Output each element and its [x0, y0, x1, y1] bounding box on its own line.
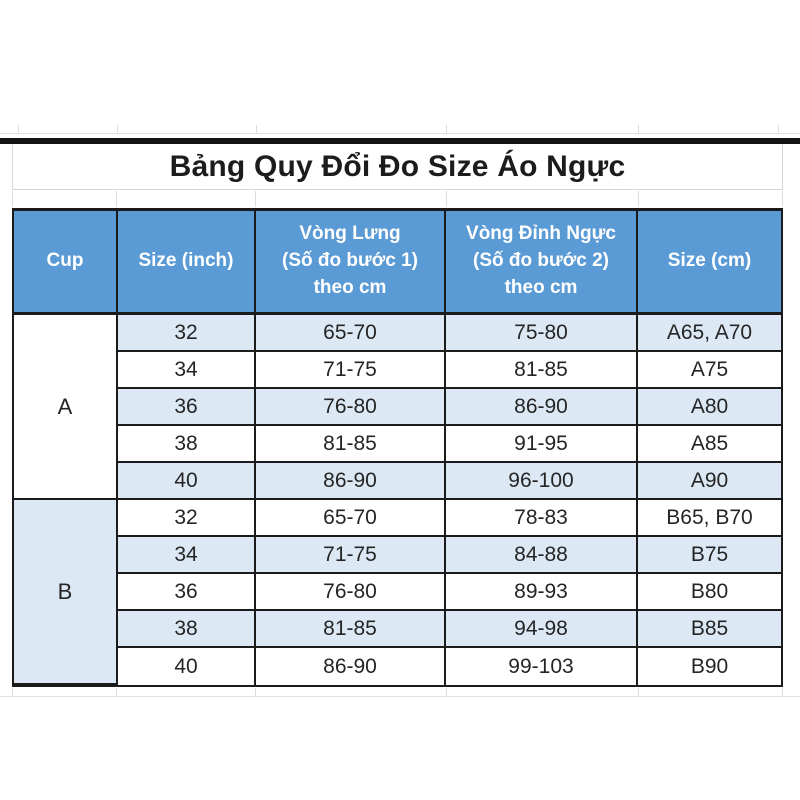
top-divider-bar [0, 138, 800, 144]
cell-size-inch: 40 [118, 463, 256, 500]
cell-size-cm: A75 [638, 352, 781, 389]
header-size-inch-label: Size (inch) [138, 250, 234, 272]
header-bust-line1: Vòng Đỉnh Ngực [466, 223, 616, 245]
cell-bust-cm: 96-100 [446, 463, 638, 500]
cell-size-inch: 32 [118, 500, 256, 537]
size-conversion-table: Cup Size (inch) Vòng Lưng (Số đo bước 1)… [12, 208, 783, 687]
cell-bust-cm: 91-95 [446, 426, 638, 463]
cell-bust-cm: 78-83 [446, 500, 638, 537]
cup-a-cell: A [14, 315, 118, 500]
cell-band-cm: 86-90 [256, 463, 446, 500]
header-band-line2: (Số đo bước 1) [282, 250, 418, 272]
gridline-stub [446, 688, 447, 696]
cell-band-cm: 81-85 [256, 426, 446, 463]
gridline-stub [446, 125, 447, 134]
cell-size-inch: 36 [118, 574, 256, 611]
cell-bust-cm: 94-98 [446, 611, 638, 648]
cell-size-inch: 36 [118, 389, 256, 426]
table-title-row: Bảng Quy Đổi Đo Size Áo Ngực [12, 144, 783, 190]
cell-size-cm: B80 [638, 574, 781, 611]
cell-band-cm: 65-70 [256, 500, 446, 537]
gridline-stub [12, 191, 13, 207]
page-title: Bảng Quy Đổi Đo Size Áo Ngực [169, 149, 626, 183]
gridline-stub [116, 688, 117, 696]
cell-band-cm: 65-70 [256, 315, 446, 352]
header-size-cm: Size (cm) [638, 211, 781, 315]
header-cup-label: Cup [46, 250, 84, 272]
cell-size-inch: 32 [118, 315, 256, 352]
cell-size-cm: B85 [638, 611, 781, 648]
gridline-stub [18, 125, 19, 134]
cell-size-cm: B65, B70 [638, 500, 781, 537]
header-bust-line2: (Số đo bước 2) [473, 250, 609, 272]
header-size-cm-label: Size (cm) [667, 250, 752, 272]
gridline [0, 696, 800, 697]
cell-size-inch: 38 [118, 611, 256, 648]
cell-size-cm: A85 [638, 426, 781, 463]
header-band-measure: Vòng Lưng (Số đo bước 1) theo cm [256, 211, 446, 315]
cell-size-cm: A80 [638, 389, 781, 426]
cell-band-cm: 76-80 [256, 574, 446, 611]
cell-band-cm: 76-80 [256, 389, 446, 426]
cup-b-cell: B [14, 500, 118, 685]
header-bust-line3: theo cm [504, 276, 578, 298]
gridline-stub [255, 191, 256, 207]
cell-size-inch: 34 [118, 352, 256, 389]
gridline-stub [256, 125, 257, 134]
gridline-stub [117, 125, 118, 134]
cell-band-cm: 86-90 [256, 648, 446, 685]
cell-size-cm: A90 [638, 463, 781, 500]
header-bust-measure: Vòng Đỉnh Ngực (Số đo bước 2) theo cm [446, 211, 638, 315]
header-cup: Cup [14, 211, 118, 315]
cell-size-inch: 40 [118, 648, 256, 685]
cell-band-cm: 71-75 [256, 352, 446, 389]
cell-bust-cm: 81-85 [446, 352, 638, 389]
header-size-inch: Size (inch) [118, 211, 256, 315]
cell-size-inch: 34 [118, 537, 256, 574]
cell-size-inch: 38 [118, 426, 256, 463]
cell-bust-cm: 99-103 [446, 648, 638, 685]
gridline-stub [255, 688, 256, 696]
gridline-stub [778, 125, 779, 134]
gridline-stub [782, 191, 783, 207]
gridline-stub [638, 125, 639, 134]
gridline-stub [638, 688, 639, 696]
cell-size-cm: A65, A70 [638, 315, 781, 352]
header-band-line3: theo cm [313, 276, 387, 298]
cell-size-cm: B75 [638, 537, 781, 574]
gridline-stub [12, 688, 13, 696]
gridline [0, 133, 800, 134]
gridline-stub [446, 191, 447, 207]
cell-band-cm: 81-85 [256, 611, 446, 648]
gridline-stub [782, 688, 783, 696]
header-band-line1: Vòng Lưng [299, 223, 401, 245]
gridline-stub [638, 191, 639, 207]
cell-bust-cm: 75-80 [446, 315, 638, 352]
gridline-stub [116, 191, 117, 207]
cell-size-cm: B90 [638, 648, 781, 685]
cell-bust-cm: 86-90 [446, 389, 638, 426]
cell-bust-cm: 84-88 [446, 537, 638, 574]
cell-band-cm: 71-75 [256, 537, 446, 574]
cell-bust-cm: 89-93 [446, 574, 638, 611]
